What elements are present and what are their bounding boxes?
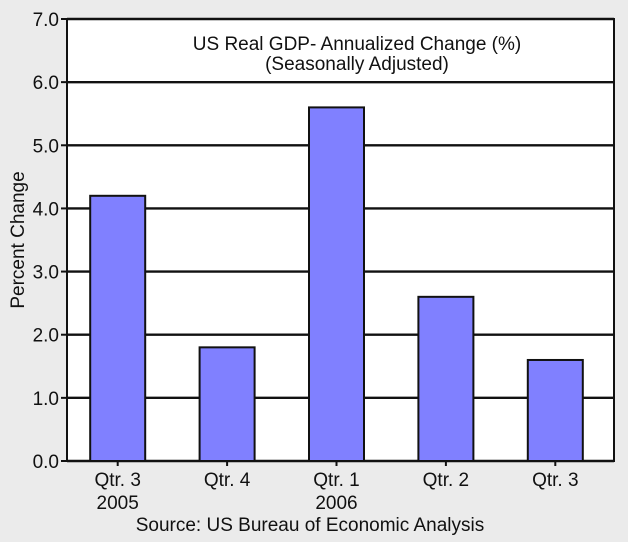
bar [308, 106, 365, 463]
bar [198, 346, 256, 463]
x-year-label: 2006 [315, 493, 357, 514]
y-tick-label: 1.0 [33, 389, 59, 410]
y-tick-label: 3.0 [33, 263, 59, 284]
y-tick-label: 6.0 [33, 73, 59, 94]
x-tick-label: Qtr. 1 [313, 470, 359, 491]
x-year-label: 2005 [97, 493, 139, 514]
x-tick-label: Qtr. 3 [532, 470, 578, 491]
x-tick-label: Qtr. 3 [94, 470, 140, 491]
x-tick-label: Qtr. 2 [423, 470, 469, 491]
y-axis-label: Percent Change [8, 171, 29, 308]
y-tick-label: 5.0 [33, 136, 59, 157]
y-axis-ticks: 0.0 1.0 2.0 3.0 4.0 5.0 6.0 7.0 [33, 10, 67, 473]
y-tick-label: 4.0 [33, 199, 59, 220]
source-note: Source: US Bureau of Economic Analysis [136, 515, 485, 536]
y-tick-label: 0.0 [33, 452, 59, 473]
y-tick-label: 2.0 [33, 326, 59, 347]
bar [417, 295, 475, 463]
chart-title: US Real GDP- Annualized Change (%) [193, 34, 521, 55]
bar [526, 358, 584, 463]
bar [89, 194, 147, 463]
chart-subtitle: (Seasonally Adjusted) [265, 54, 449, 75]
x-tick-label: Qtr. 4 [204, 470, 251, 491]
bars [89, 106, 584, 463]
y-tick-label: 7.0 [33, 10, 59, 31]
plot-frame [66, 18, 615, 462]
